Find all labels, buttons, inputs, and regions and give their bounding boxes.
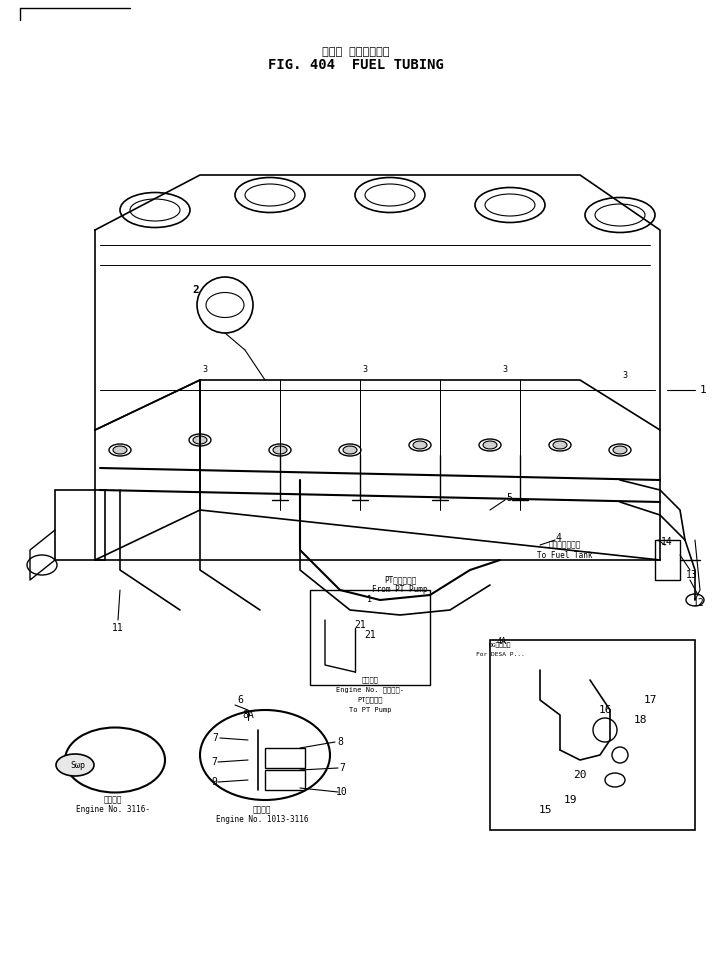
Ellipse shape bbox=[553, 441, 567, 449]
Text: 19: 19 bbox=[563, 795, 577, 805]
Text: 3: 3 bbox=[503, 365, 508, 374]
Text: For DESA P...: For DESA P... bbox=[476, 653, 524, 658]
Text: 6: 6 bbox=[237, 695, 243, 705]
Text: 4A: 4A bbox=[497, 638, 507, 647]
Text: 21: 21 bbox=[354, 620, 366, 630]
Text: 16: 16 bbox=[598, 705, 612, 715]
Text: 7: 7 bbox=[211, 757, 217, 767]
Text: To Fuel Tank: To Fuel Tank bbox=[538, 550, 593, 560]
Ellipse shape bbox=[613, 446, 627, 454]
Text: 20: 20 bbox=[573, 770, 587, 780]
Text: 工事番号: 工事番号 bbox=[104, 795, 122, 804]
Text: Engine No. 1013-3116: Engine No. 1013-3116 bbox=[216, 816, 308, 825]
Text: From PT Pump: From PT Pump bbox=[372, 585, 428, 594]
Text: 3: 3 bbox=[202, 365, 207, 374]
Bar bbox=[265, 770, 305, 790]
Text: To PT Pump: To PT Pump bbox=[349, 707, 392, 713]
Ellipse shape bbox=[113, 446, 127, 454]
Ellipse shape bbox=[413, 441, 427, 449]
Bar bbox=[55, 490, 105, 560]
Ellipse shape bbox=[273, 446, 287, 454]
Text: 4: 4 bbox=[555, 533, 561, 543]
Text: 14: 14 bbox=[661, 537, 673, 547]
Text: フェルタンクへ: フェルタンクへ bbox=[549, 540, 581, 549]
Text: 10: 10 bbox=[336, 787, 348, 797]
Ellipse shape bbox=[56, 754, 94, 776]
Text: 11: 11 bbox=[112, 623, 124, 633]
Text: 21: 21 bbox=[364, 630, 376, 640]
Text: 13: 13 bbox=[686, 570, 698, 580]
Text: 15: 15 bbox=[538, 805, 552, 815]
Text: 7: 7 bbox=[212, 733, 218, 743]
Text: PTポンプより: PTポンプより bbox=[384, 575, 417, 584]
Ellipse shape bbox=[343, 446, 357, 454]
Text: Sωp: Sωp bbox=[70, 760, 85, 770]
Text: 8A: 8A bbox=[242, 710, 254, 720]
Text: Engine No. シリーズ-: Engine No. シリーズ- bbox=[336, 687, 404, 694]
Ellipse shape bbox=[483, 441, 497, 449]
Text: 3: 3 bbox=[362, 365, 367, 374]
Text: 7: 7 bbox=[339, 763, 345, 773]
Text: 5: 5 bbox=[506, 493, 512, 503]
Text: 17: 17 bbox=[643, 695, 656, 705]
Bar bbox=[310, 590, 430, 685]
Text: 工事番号: 工事番号 bbox=[362, 677, 379, 683]
Text: FIG. 404  FUEL TUBING: FIG. 404 FUEL TUBING bbox=[268, 58, 444, 72]
Text: 9: 9 bbox=[211, 777, 217, 787]
Bar bbox=[490, 640, 695, 830]
Bar bbox=[265, 748, 305, 768]
Text: PTポンプへ: PTポンプへ bbox=[357, 697, 383, 703]
Text: 12: 12 bbox=[693, 598, 705, 608]
Text: Engine No. 3116-: Engine No. 3116- bbox=[76, 805, 150, 815]
Text: DGナンバー: DGナンバー bbox=[488, 642, 511, 648]
Text: 工事番号: 工事番号 bbox=[253, 805, 271, 815]
Ellipse shape bbox=[193, 436, 207, 444]
Text: 3: 3 bbox=[622, 370, 627, 379]
Text: 1: 1 bbox=[700, 385, 706, 395]
Bar bbox=[655, 540, 680, 580]
Text: フェル チュービング: フェル チュービング bbox=[323, 47, 389, 57]
Text: 2: 2 bbox=[193, 285, 199, 295]
Text: 18: 18 bbox=[633, 715, 646, 725]
Text: 1: 1 bbox=[367, 596, 372, 605]
Text: 8: 8 bbox=[337, 737, 343, 747]
